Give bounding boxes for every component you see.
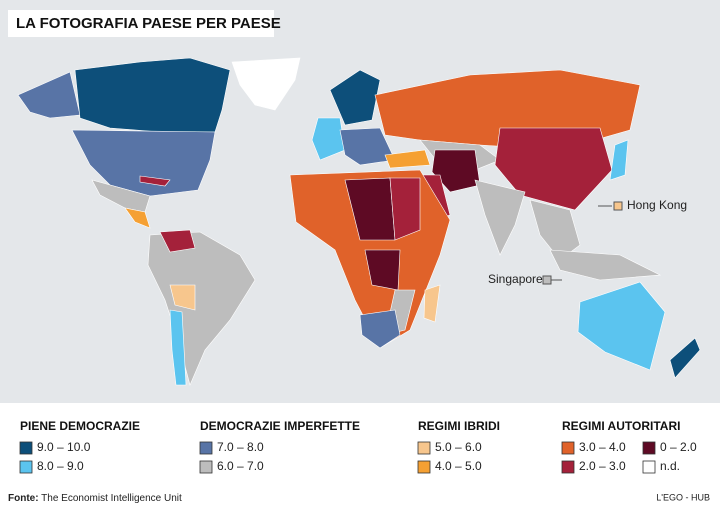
legend-swatch (642, 441, 656, 455)
legend-swatch (561, 441, 575, 455)
title-box (8, 10, 274, 37)
map-label: Hong Kong (627, 198, 687, 212)
legend-label: 2.0 – 3.0 (579, 459, 626, 473)
hong-kong-marker (613, 201, 623, 211)
legend-swatch (19, 441, 33, 455)
source: Fonte: The Economist Intelligence Unit (8, 493, 182, 504)
legend-heading: REGIMI AUTORITARI (562, 419, 680, 433)
legend-label: 6.0 – 7.0 (217, 459, 264, 473)
legend-label: 0 – 2.0 (660, 440, 697, 454)
legend-swatch (199, 460, 213, 474)
brand: L'EGO - HUB (656, 492, 710, 502)
legend-label: 4.0 – 5.0 (435, 459, 482, 473)
legend-swatch (561, 460, 575, 474)
legend-label: n.d. (660, 459, 680, 473)
source-label: Fonte: (8, 493, 39, 504)
singapore-marker (542, 275, 552, 285)
legend-swatch (417, 441, 431, 455)
legend-swatch (199, 441, 213, 455)
legend-label: 8.0 – 9.0 (37, 459, 84, 473)
world-map (17, 57, 701, 386)
legend-label: 3.0 – 4.0 (579, 440, 626, 454)
map-label: Singapore (488, 272, 543, 286)
legend-swatch (642, 460, 656, 474)
legend-label: 5.0 – 6.0 (435, 440, 482, 454)
legend-heading: PIENE DEMOCRAZIE (20, 419, 140, 433)
legend: PIENE DEMOCRAZIE 9.0 – 10.0 8.0 – 9.0 DEMOC… (19, 419, 697, 474)
legend-swatch (19, 460, 33, 474)
source-text: The Economist Intelligence Unit (41, 493, 182, 504)
legend-swatch (417, 460, 431, 474)
legend-heading: DEMOCRAZIE IMPERFETTE (200, 419, 360, 433)
legend-label: 9.0 – 10.0 (37, 440, 91, 454)
title: LA FOTOGRAFIA PAESE PER PAESE (16, 15, 281, 32)
legend-heading: REGIMI IBRIDI (418, 419, 500, 433)
legend-label: 7.0 – 8.0 (217, 440, 264, 454)
